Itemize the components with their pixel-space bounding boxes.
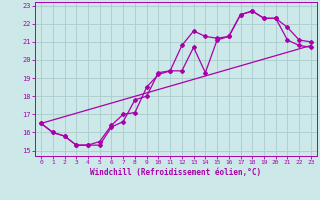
X-axis label: Windchill (Refroidissement éolien,°C): Windchill (Refroidissement éolien,°C) xyxy=(91,168,261,177)
